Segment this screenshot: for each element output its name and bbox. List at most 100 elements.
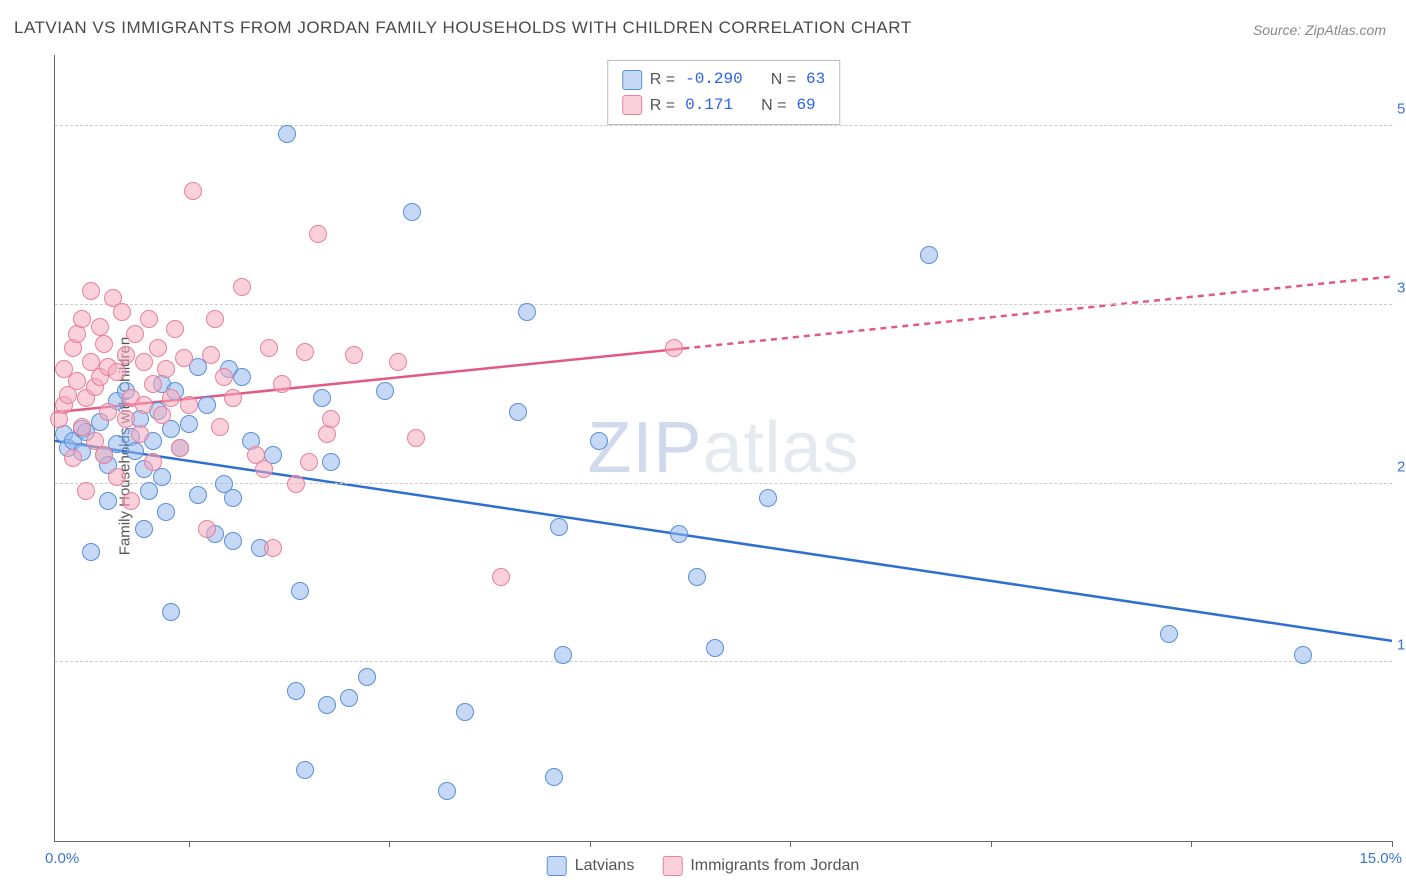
data-point bbox=[224, 532, 242, 550]
data-point bbox=[322, 410, 340, 428]
data-point bbox=[407, 429, 425, 447]
data-point bbox=[300, 453, 318, 471]
data-point bbox=[171, 439, 189, 457]
data-point bbox=[296, 761, 314, 779]
data-point bbox=[920, 246, 938, 264]
source-credit: Source: ZipAtlas.com bbox=[1253, 22, 1386, 38]
data-point bbox=[518, 303, 536, 321]
data-point bbox=[73, 418, 91, 436]
data-point bbox=[82, 282, 100, 300]
data-point bbox=[318, 696, 336, 714]
data-point bbox=[117, 346, 135, 364]
data-point bbox=[211, 418, 229, 436]
data-point bbox=[665, 339, 683, 357]
data-point bbox=[157, 503, 175, 521]
data-point bbox=[180, 415, 198, 433]
data-point bbox=[313, 389, 331, 407]
data-point bbox=[122, 492, 140, 510]
data-point bbox=[202, 346, 220, 364]
data-point bbox=[131, 425, 149, 443]
data-point bbox=[184, 182, 202, 200]
data-point bbox=[1160, 625, 1178, 643]
data-point bbox=[278, 125, 296, 143]
data-point bbox=[264, 539, 282, 557]
gridline bbox=[55, 125, 1392, 126]
x-tick bbox=[1392, 841, 1393, 847]
data-point bbox=[340, 689, 358, 707]
data-point bbox=[144, 375, 162, 393]
data-point bbox=[492, 568, 510, 586]
data-point bbox=[157, 360, 175, 378]
data-point bbox=[144, 453, 162, 471]
gridline bbox=[55, 661, 1392, 662]
data-point bbox=[345, 346, 363, 364]
data-point bbox=[224, 489, 242, 507]
n-value-latvians: 63 bbox=[806, 67, 825, 93]
data-point bbox=[322, 453, 340, 471]
data-point bbox=[73, 310, 91, 328]
data-point bbox=[545, 768, 563, 786]
r-label: R = bbox=[650, 67, 675, 93]
series-legend: Latvians Immigrants from Jordan bbox=[547, 856, 860, 876]
data-point bbox=[206, 310, 224, 328]
x-min-label: 0.0% bbox=[45, 850, 79, 867]
data-point bbox=[99, 492, 117, 510]
chart-title: LATVIAN VS IMMIGRANTS FROM JORDAN FAMILY… bbox=[14, 18, 912, 38]
legend-row-latvians: R = -0.290 N = 63 bbox=[622, 67, 826, 93]
data-point bbox=[113, 303, 131, 321]
data-point bbox=[215, 368, 233, 386]
legend-item-jordan: Immigrants from Jordan bbox=[662, 856, 859, 876]
data-point bbox=[706, 639, 724, 657]
correlation-legend: R = -0.290 N = 63 R = 0.171 N = 69 bbox=[607, 60, 841, 125]
r-value-jordan: 0.171 bbox=[685, 93, 733, 119]
data-point bbox=[688, 568, 706, 586]
data-point bbox=[287, 682, 305, 700]
data-point bbox=[64, 449, 82, 467]
data-point bbox=[108, 468, 126, 486]
y-tick-label: 12.5% bbox=[1397, 637, 1406, 654]
r-value-latvians: -0.290 bbox=[685, 67, 743, 93]
y-tick-label: 37.5% bbox=[1397, 280, 1406, 297]
y-tick-label: 50.0% bbox=[1397, 101, 1406, 118]
data-point bbox=[759, 489, 777, 507]
x-max-label: 15.0% bbox=[1359, 850, 1402, 867]
data-point bbox=[117, 410, 135, 428]
data-point bbox=[166, 320, 184, 338]
chart-plot-area: ZIPatlas R = -0.290 N = 63 R = 0.171 N =… bbox=[54, 55, 1392, 842]
n-label: N = bbox=[771, 67, 796, 93]
data-point bbox=[403, 203, 421, 221]
data-point bbox=[296, 343, 314, 361]
data-point bbox=[309, 225, 327, 243]
data-point bbox=[135, 353, 153, 371]
data-point bbox=[438, 782, 456, 800]
data-point bbox=[273, 375, 291, 393]
data-point bbox=[95, 446, 113, 464]
data-point bbox=[126, 325, 144, 343]
x-tick bbox=[1191, 841, 1192, 847]
n-value-jordan: 69 bbox=[796, 93, 815, 119]
data-point bbox=[233, 368, 251, 386]
legend-label-latvians: Latvians bbox=[575, 857, 635, 875]
x-tick bbox=[389, 841, 390, 847]
data-point bbox=[554, 646, 572, 664]
data-point bbox=[260, 339, 278, 357]
data-point bbox=[291, 582, 309, 600]
x-tick bbox=[189, 841, 190, 847]
data-point bbox=[95, 335, 113, 353]
data-point bbox=[149, 339, 167, 357]
y-tick-label: 25.0% bbox=[1397, 458, 1406, 475]
data-point bbox=[175, 349, 193, 367]
data-point bbox=[68, 372, 86, 390]
data-point bbox=[153, 406, 171, 424]
data-point bbox=[1294, 646, 1312, 664]
data-point bbox=[189, 486, 207, 504]
r-label: R = bbox=[650, 93, 675, 119]
data-point bbox=[590, 432, 608, 450]
data-point bbox=[358, 668, 376, 686]
data-point bbox=[82, 543, 100, 561]
legend-item-latvians: Latvians bbox=[547, 856, 635, 876]
gridline bbox=[55, 483, 1392, 484]
data-point bbox=[670, 525, 688, 543]
data-point bbox=[287, 475, 305, 493]
data-point bbox=[224, 389, 242, 407]
